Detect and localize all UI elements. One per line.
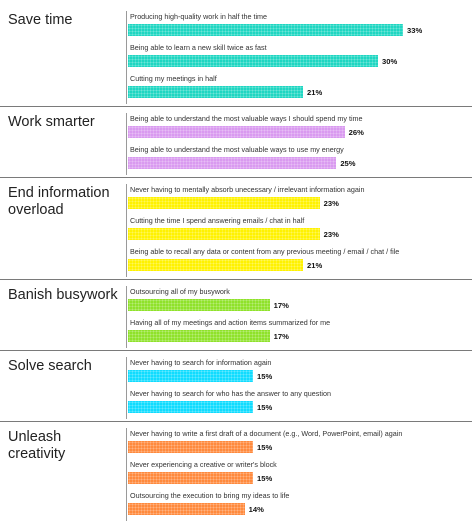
bar-label: Being able to recall any data or content… — [130, 247, 400, 256]
group-title: Save time — [8, 12, 73, 28]
bar — [128, 55, 378, 67]
bar-label: Being able to understand the most valuab… — [130, 145, 344, 154]
group-axis-line — [126, 184, 127, 277]
bar-label: Never having to search for information a… — [130, 358, 272, 367]
group-divider — [0, 350, 472, 351]
bar-label: Outsourcing all of my busywork — [130, 287, 230, 296]
group-title: Work smarter — [8, 114, 95, 130]
value-label: 15% — [257, 443, 273, 452]
bar-label: Cutting my meetings in half — [130, 74, 217, 83]
bar — [128, 126, 345, 138]
bar-label: Being able to understand the most valuab… — [130, 114, 363, 123]
bar — [128, 472, 253, 484]
bar-label: Being able to learn a new skill twice as… — [130, 43, 267, 52]
bar — [128, 330, 270, 342]
group-divider — [0, 106, 472, 107]
value-label: 15% — [257, 372, 273, 381]
group-axis-line — [126, 113, 127, 175]
bar — [128, 370, 253, 382]
value-label: 17% — [273, 301, 289, 310]
value-label: 25% — [340, 159, 356, 168]
bar — [128, 441, 253, 453]
bar — [128, 503, 245, 515]
bar — [128, 24, 403, 36]
bar-label: Never having to write a first draft of a… — [130, 429, 403, 438]
bar — [128, 197, 320, 209]
value-label: 21% — [307, 261, 323, 270]
bar — [128, 259, 303, 271]
value-label: 23% — [323, 199, 339, 208]
bar — [128, 157, 337, 169]
bar — [128, 228, 320, 240]
benefits-bar-chart: Save time Producing high-quality work in … — [0, 11, 472, 521]
value-label: 33% — [407, 26, 423, 35]
value-label: 15% — [257, 403, 273, 412]
value-label: 15% — [257, 474, 273, 483]
value-label: 17% — [273, 332, 289, 341]
bar — [128, 299, 270, 311]
bar-label: Never experiencing a creative or writer'… — [130, 460, 277, 469]
group-axis-line — [126, 428, 127, 521]
group-axis-line — [126, 357, 127, 419]
group-title: End information overload — [8, 185, 110, 218]
bar-label: Cutting the time I spend answering email… — [130, 216, 305, 225]
value-label: 21% — [307, 88, 323, 97]
bar-label: Never having to search for who has the a… — [130, 389, 331, 398]
value-label: 23% — [323, 230, 339, 239]
group-divider — [0, 279, 472, 280]
bar-label: Never having to mentally absorb unecessa… — [130, 185, 365, 194]
group-divider — [0, 421, 472, 422]
bar — [128, 401, 253, 413]
value-label: 26% — [348, 128, 364, 137]
group-divider — [0, 177, 472, 178]
group-axis-line — [126, 286, 127, 348]
group-title: Banish busywork — [8, 287, 118, 303]
group-title: Solve search — [8, 358, 92, 374]
bar-label: Outsourcing the execution to bring my id… — [130, 491, 290, 500]
value-label: 14% — [248, 505, 264, 514]
bar-label: Having all of my meetings and action ite… — [130, 318, 331, 327]
bar-label: Producing high-quality work in half the … — [130, 12, 268, 21]
bar — [128, 86, 303, 98]
group-axis-line — [126, 11, 127, 104]
group-title: Unleash creativity — [8, 429, 66, 462]
value-label: 30% — [382, 57, 398, 66]
